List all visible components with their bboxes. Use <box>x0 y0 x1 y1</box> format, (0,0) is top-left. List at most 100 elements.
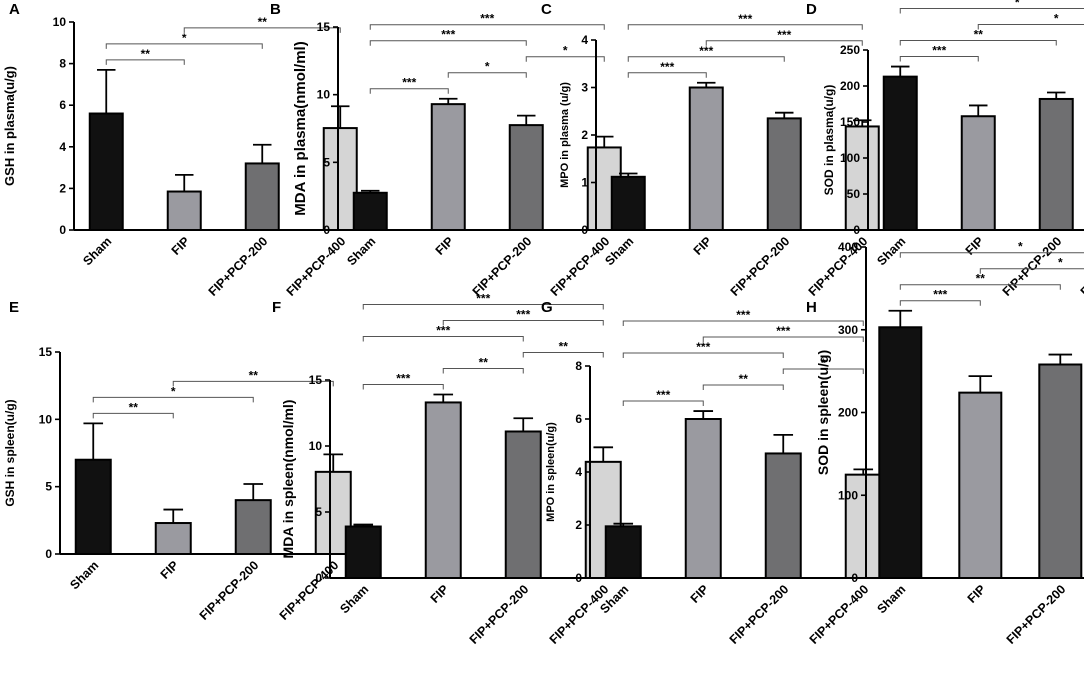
significance-label: ** <box>249 368 259 382</box>
y-tick-label: 10 <box>309 439 323 453</box>
y-tick-label: 200 <box>838 406 858 420</box>
panel-letter: E <box>9 299 19 316</box>
significance-bracket <box>702 384 784 391</box>
bar <box>344 525 382 580</box>
significance-bracket <box>362 336 524 342</box>
significance-bracket <box>622 352 784 359</box>
y-axis-label: MPO in spleen(u/g) <box>545 422 557 522</box>
x-category-label: FIP <box>428 582 452 606</box>
x-category-label: FIP <box>965 582 989 606</box>
x-category-label: Sham <box>80 234 114 268</box>
x-category-label: FIP+PCP-400 <box>277 558 342 623</box>
bar <box>504 430 542 580</box>
x-category-label: FIP+PCP-200 <box>470 234 535 299</box>
y-tick-label: 0 <box>59 223 66 237</box>
x-category-label: Sham <box>344 234 378 268</box>
significance-label: ** <box>976 272 986 286</box>
chart-panel-a: A GSH in plasma(u/g) 0 2 4 6 8 10 Sham FIP FIP+PCP… <box>2 1 386 299</box>
significance-label: *** <box>696 340 710 354</box>
y-tick-label: 0 <box>45 547 52 561</box>
y-tick-label: 6 <box>59 98 66 112</box>
chart-panel-h: H SOD in spleen(u/g) 0 100 200 300 400 Sham FIP F… <box>806 240 1084 647</box>
y-axis-label: MDA in plasma(nmol/ml) <box>292 41 309 215</box>
bar <box>424 401 462 579</box>
y-tick-label: 0 <box>851 571 858 585</box>
bar <box>844 125 880 231</box>
y-tick-label: 15 <box>309 373 323 387</box>
y-tick-label: 100 <box>838 488 858 502</box>
significance-bracket <box>899 56 979 62</box>
significance-label: *** <box>699 44 713 58</box>
significance-bracket <box>979 268 1084 274</box>
x-category-label: Sham <box>874 582 908 616</box>
bar <box>244 162 280 231</box>
y-tick-label: 100 <box>840 151 860 165</box>
significance-bracket <box>977 24 1084 30</box>
significance-label: ** <box>129 400 139 414</box>
x-category-label: FIP <box>688 582 712 606</box>
significance-bracket <box>702 336 864 343</box>
significance-label: *** <box>656 388 670 402</box>
significance-label: * <box>821 356 826 370</box>
y-axis-label: SOD in spleen(u/g) <box>815 350 831 475</box>
significance-bracket <box>899 300 981 306</box>
significance-label: *** <box>776 324 790 338</box>
significance-bracket <box>362 304 604 310</box>
chart-panel-f: F MDA in spleen(nmol/ml) 0 5 10 15 Sham FIP FIP+… <box>272 292 650 647</box>
significance-label: ** <box>479 356 489 370</box>
significance-label: * <box>563 44 568 58</box>
y-tick-label: 0 <box>323 223 330 237</box>
y-axis-label: MPO in plasma (u/g) <box>559 82 571 188</box>
y-tick-label: 3 <box>581 81 588 95</box>
bar <box>88 112 124 231</box>
x-category-label: Sham <box>337 582 371 616</box>
x-category-label: FIP+PCP-200 <box>1000 234 1065 299</box>
y-tick-label: 10 <box>317 88 331 102</box>
bar <box>604 525 642 580</box>
significance-label: ** <box>974 28 984 42</box>
significance-label: *** <box>660 60 674 74</box>
significance-bracket <box>92 412 174 419</box>
bar <box>882 75 918 231</box>
bar <box>764 452 802 580</box>
significance-bracket <box>627 24 863 30</box>
x-category-label: FIP+PCP-200 <box>467 582 532 647</box>
y-tick-label: 8 <box>575 359 582 373</box>
significance-label: * <box>1018 240 1023 254</box>
significance-bracket <box>369 88 449 94</box>
y-tick-label: 300 <box>838 323 858 337</box>
bar <box>74 458 112 556</box>
significance-bracket <box>92 396 254 403</box>
y-axis-label: GSH in spleen(u/g) <box>3 399 17 506</box>
bar <box>688 86 724 231</box>
bar <box>878 326 923 579</box>
significance-label: *** <box>516 308 530 322</box>
significance-label: *** <box>932 44 946 58</box>
y-axis-label: SOD in plasma(u/g) <box>822 85 836 196</box>
x-category-label: FIP <box>158 558 182 582</box>
y-tick-label: 0 <box>575 571 582 585</box>
y-tick-label: 200 <box>840 79 860 93</box>
bar <box>958 391 1003 580</box>
y-tick-label: 150 <box>840 115 860 129</box>
significance-bracket <box>899 252 1084 258</box>
significance-label: *** <box>738 12 752 26</box>
y-tick-label: 5 <box>315 505 322 519</box>
significance-bracket <box>369 40 527 46</box>
significance-label: ** <box>141 47 151 61</box>
panel-letter: C <box>541 1 552 18</box>
significance-bracket <box>362 384 444 390</box>
significance-label: * <box>182 31 187 45</box>
x-category-label: FIP+PCP-400 <box>548 234 613 299</box>
significance-label: * <box>1058 256 1063 270</box>
x-category-label: FIP+PCP-200 <box>197 558 262 623</box>
y-tick-label: 5 <box>323 155 330 169</box>
significance-label: *** <box>933 288 947 302</box>
bar <box>684 418 722 579</box>
significance-bracket <box>782 368 864 375</box>
x-category-label: FIP+PCP-200 <box>728 234 793 299</box>
y-tick-label: 4 <box>581 33 588 47</box>
x-category-label: FIP+PCP-400 <box>1078 234 1084 299</box>
x-category-label: FIP <box>169 234 193 258</box>
